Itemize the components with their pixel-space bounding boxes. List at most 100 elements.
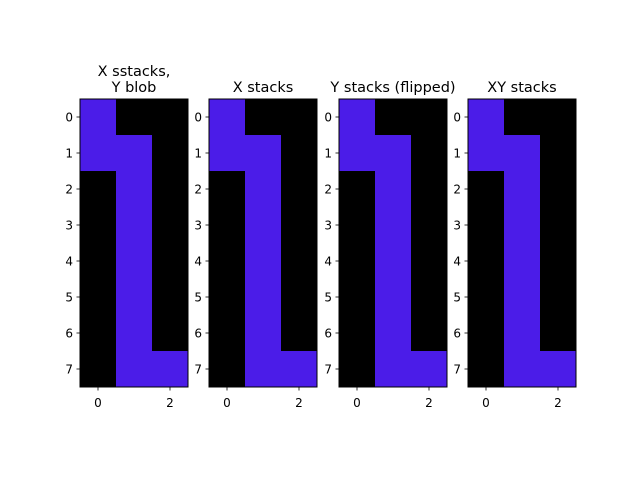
heatmap-cell — [281, 351, 318, 388]
heatmap-cell — [339, 171, 376, 208]
heatmap-cell — [116, 351, 153, 388]
heatmap-cell — [152, 315, 189, 352]
heatmap-cell — [116, 207, 153, 244]
heatmap-cell — [152, 351, 189, 388]
y-tick-label: 4 — [453, 255, 461, 269]
heatmap-cell — [375, 171, 412, 208]
heatmap-cell — [411, 135, 448, 172]
heatmap-cell — [339, 207, 376, 244]
heatmap-cell — [245, 99, 282, 136]
heatmap-cell — [80, 279, 117, 316]
y-tick-label: 3 — [324, 219, 332, 233]
heatmap-cell — [245, 243, 282, 280]
heatmap-cell — [281, 99, 318, 136]
heatmap-cell — [209, 279, 246, 316]
heatmap-cell — [281, 135, 318, 172]
heatmap-cell — [468, 99, 505, 136]
heatmap-cell — [339, 99, 376, 136]
heatmap-cell — [281, 171, 318, 208]
heatmap-cell — [375, 243, 412, 280]
heatmap-cell — [80, 207, 117, 244]
heatmap-cell — [468, 351, 505, 388]
y-tick-label: 0 — [65, 111, 73, 125]
y-tick-label: 2 — [194, 183, 202, 197]
panel-title: X stacks — [233, 80, 294, 96]
y-tick-label: 2 — [324, 183, 332, 197]
heatmap-cell — [375, 135, 412, 172]
heatmap-panel-4: XY stacks 0 1 2 3 4 5 6 7 0 2 — [453, 80, 577, 410]
heatmap-cell — [468, 315, 505, 352]
y-tick-label: 1 — [65, 147, 73, 161]
heatmap-cell — [540, 243, 577, 280]
heatmap-cell — [245, 207, 282, 244]
x-tick-label: 2 — [295, 396, 303, 410]
x-tick-label: 0 — [353, 396, 361, 410]
heatmap-cell — [504, 351, 541, 388]
y-tick-label: 0 — [194, 111, 202, 125]
heatmap-cell — [152, 135, 189, 172]
heatmap-cell — [80, 135, 117, 172]
heatmap-cell — [116, 171, 153, 208]
heatmap-cell — [116, 243, 153, 280]
heatmap-cell — [540, 351, 577, 388]
heatmap-cell — [540, 99, 577, 136]
heatmap-cell — [281, 315, 318, 352]
heatmap-cell — [411, 315, 448, 352]
heatmap-cell — [245, 315, 282, 352]
heatmap-cell — [468, 279, 505, 316]
heatmap-cell — [504, 243, 541, 280]
panel-title: X sstacks, Y blob — [98, 64, 171, 96]
axes-frame — [338, 98, 448, 388]
heatmap-cell — [504, 171, 541, 208]
y-tick-label: 1 — [324, 147, 332, 161]
y-tick-label: 6 — [194, 327, 202, 341]
heatmap-cell — [540, 315, 577, 352]
heatmap-cell — [411, 279, 448, 316]
heatmap-cell — [540, 135, 577, 172]
heatmap-cell — [375, 351, 412, 388]
y-tick-label: 0 — [324, 111, 332, 125]
heatmap-cell — [152, 279, 189, 316]
heatmap-cell — [281, 207, 318, 244]
heatmap-cell — [504, 135, 541, 172]
y-tick-label: 3 — [453, 219, 461, 233]
heatmap-cell — [281, 243, 318, 280]
heatmap-cell — [152, 243, 189, 280]
heatmap-cell — [504, 207, 541, 244]
y-tick-label: 7 — [453, 363, 461, 377]
x-tick-label: 0 — [223, 396, 231, 410]
heatmap-cell — [80, 243, 117, 280]
heatmap-cell — [245, 171, 282, 208]
panel-title: XY stacks — [487, 80, 556, 96]
x-tick-label: 2 — [166, 396, 174, 410]
y-tick-label: 4 — [194, 255, 202, 269]
y-tick-label: 2 — [65, 183, 73, 197]
y-tick-label: 5 — [194, 291, 202, 305]
y-tick-label: 7 — [194, 363, 202, 377]
y-tick-label: 5 — [453, 291, 461, 305]
heatmap-cell — [540, 207, 577, 244]
heatmap-cell — [468, 207, 505, 244]
heatmap-cell — [80, 171, 117, 208]
y-tick-label: 1 — [194, 147, 202, 161]
heatmap-panel-3: Y stacks (flipped) 0 1 2 3 4 5 6 7 0 2 — [324, 80, 455, 410]
heatmap-cell — [339, 243, 376, 280]
heatmap-cell — [80, 351, 117, 388]
x-tick-label: 0 — [94, 396, 102, 410]
heatmap-cell — [411, 351, 448, 388]
axes-frame — [208, 98, 318, 388]
heatmap-cell — [375, 207, 412, 244]
heatmap-cell — [209, 99, 246, 136]
axes-frame — [467, 98, 577, 388]
y-tick-label: 1 — [453, 147, 461, 161]
y-tick-label: 7 — [324, 363, 332, 377]
heatmap-cell — [152, 207, 189, 244]
heatmap-cell — [116, 279, 153, 316]
heatmap-cell — [116, 135, 153, 172]
y-tick-label: 6 — [453, 327, 461, 341]
heatmap-cell — [281, 279, 318, 316]
y-tick-label: 6 — [65, 327, 73, 341]
heatmap-cell — [209, 135, 246, 172]
panel-title: Y stacks (flipped) — [329, 80, 455, 96]
